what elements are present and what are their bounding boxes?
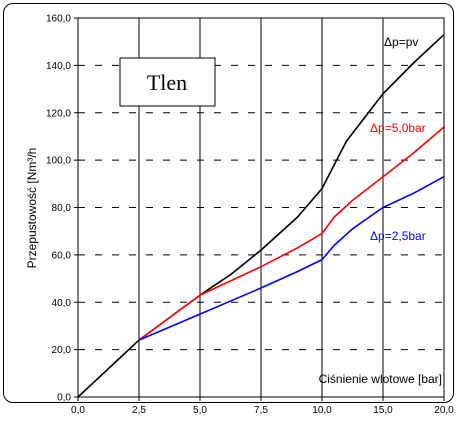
- plot-border: [77, 17, 445, 398]
- y-tick-label: 20,0: [52, 345, 72, 356]
- title-box: [119, 57, 216, 107]
- series-line-2-5bar: [138, 175, 445, 341]
- x-tick-label: 10,0: [312, 405, 332, 416]
- y-tick-label: 80,0: [52, 203, 72, 214]
- legend-label-pv: Δp=pv: [384, 35, 418, 49]
- y-tick-label: 60,0: [52, 250, 72, 261]
- y-tick-label: 40,0: [52, 298, 72, 309]
- legend-label-2-5bar: Δp=2,5bar: [370, 229, 426, 243]
- x-tick-label: 2,5: [132, 405, 146, 416]
- y-tick-label: 140,0: [46, 61, 71, 72]
- y-tick-label: 120,0: [46, 108, 71, 119]
- x-tick-label: 0,0: [71, 405, 85, 416]
- series-line-5bar: [138, 126, 445, 341]
- x-tick-label: 20,0: [434, 405, 454, 416]
- chart-title: Tlen: [147, 70, 187, 95]
- y-tick-label: 0,0: [57, 393, 71, 404]
- y-tick-label: 160,0: [46, 14, 71, 25]
- axis-ticks: 0,0 20,0 40,0 60,0 80,0 100,0 120,0 140,0 160,0 0…: [46, 14, 454, 417]
- x-tick-label: 5,0: [193, 405, 207, 416]
- legend-label-5bar: Δp=5,0bar: [370, 121, 426, 135]
- x-tick-label: 7,5: [254, 405, 268, 416]
- y-axis-label: Przepustowość [Nm³/h: [25, 148, 39, 269]
- x-axis-label: Ciśnienie wlotowe [bar]: [319, 372, 442, 386]
- y-tick-label: 100,0: [46, 156, 71, 167]
- series-lines: [77, 34, 445, 398]
- x-tick-label: 15,0: [373, 405, 393, 416]
